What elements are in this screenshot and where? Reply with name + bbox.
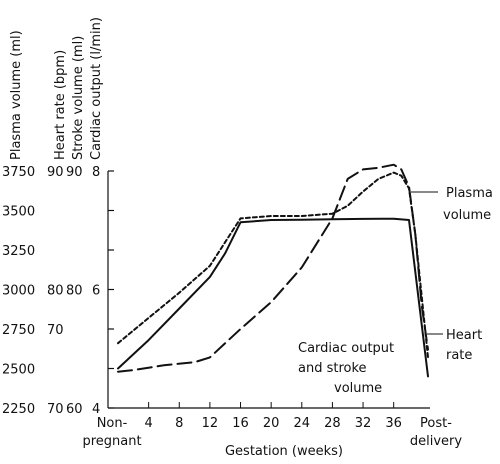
x-tick-label-line: 24 <box>294 416 311 431</box>
y-tick-label-cardiac-output: 6 <box>92 284 100 299</box>
y-tick-label-plasma-volume: 3750 <box>2 165 35 180</box>
annotation-plasma-volume-line1: Plasma <box>446 186 493 201</box>
x-tick-label-line: 8 <box>175 416 183 431</box>
y-tick-label-plasma-volume: 3500 <box>2 205 35 220</box>
series-line-heart-rate <box>117 171 429 359</box>
x-tick-label-line: Post- <box>420 416 452 431</box>
y-axis-title-heart-rate: Heart rate (bpm) <box>53 50 68 160</box>
x-tick-label: 4 <box>144 416 152 431</box>
x-tick-label: 36 <box>385 416 402 431</box>
x-tick-label-line: Non- <box>97 416 128 431</box>
x-tick-label-line: 16 <box>232 416 249 431</box>
x-tick-label: 8 <box>175 416 183 431</box>
y-tick-label-heart-rate: 80 <box>47 284 64 299</box>
y-tick-label-cardiac-output: 8 <box>92 165 100 180</box>
y-tick-label-stroke-volume: 60 <box>66 402 83 417</box>
y-tick-label-heart-rate: 70 <box>47 402 64 417</box>
annotation-plasma-volume: Plasma volume <box>411 186 493 223</box>
y-tick-label-cardiac-output: 4 <box>92 402 100 417</box>
x-axis-title: Gestation (weeks) <box>225 444 343 459</box>
annotation-heart-rate-line1: Heart <box>446 328 482 343</box>
annotation-heart-rate: Heart rate <box>427 328 482 363</box>
y-tick-label-stroke-volume: 80 <box>66 284 83 299</box>
annotation-cardiac-output-line3: volume <box>334 381 382 396</box>
y-tick-label-plasma-volume: 2250 <box>2 402 35 417</box>
y-axis-title-cardiac-output: Cardiac output (l/min) <box>89 17 104 160</box>
series-line-plasma-volume <box>117 217 429 378</box>
data-series <box>117 163 429 378</box>
y-axis-title-stroke-volume: Stroke volume (ml) <box>71 36 86 160</box>
y-axis-title-plasma-volume: Plasma volume (ml) <box>9 30 24 160</box>
annotation-cardiac-output-line1: Cardiac output <box>298 341 394 356</box>
y-tick-label-plasma-volume: 3000 <box>2 284 35 299</box>
y-axis-titles: Plasma volume (ml) Heart rate (bpm) Stro… <box>9 17 104 160</box>
x-tick-label-line: 12 <box>202 416 219 431</box>
y-tick-label-plasma-volume: 2750 <box>2 323 35 338</box>
x-tick-label-line: delivery <box>410 434 463 449</box>
x-tick-label: Non-pregnant <box>82 416 141 449</box>
x-tick-label-line: 28 <box>324 416 341 431</box>
annotation-heart-rate-line2: rate <box>446 348 472 363</box>
y-tick-label-heart-rate: 90 <box>47 165 64 180</box>
plot-frame <box>107 171 430 409</box>
series-line-cardiac-output-and-stroke-volume <box>117 163 429 373</box>
x-tick-label: Post-delivery <box>410 416 463 449</box>
x-tick-label: 12 <box>202 416 219 431</box>
y-tick-label-plasma-volume: 2500 <box>2 363 35 378</box>
y-tick-label-plasma-volume: 3250 <box>2 244 35 259</box>
annotation-cardiac-output: Cardiac output and stroke volume <box>298 341 394 396</box>
annotation-plasma-volume-line2: volume <box>443 208 491 223</box>
annotation-cardiac-output-line2: and stroke <box>298 361 367 376</box>
x-tick-label: 32 <box>355 416 372 431</box>
x-tick-label: 20 <box>263 416 280 431</box>
x-tick-label-line: 20 <box>263 416 280 431</box>
x-tick-label: 16 <box>232 416 249 431</box>
x-tick-label-line: 32 <box>355 416 372 431</box>
x-tick-label-line: 36 <box>385 416 402 431</box>
y-tick-label-heart-rate: 70 <box>47 323 64 338</box>
x-tick-label-line: 4 <box>144 416 152 431</box>
y-tick-label-stroke-volume: 90 <box>66 165 83 180</box>
x-tick-label: 24 <box>294 416 311 431</box>
x-tick-label: 28 <box>324 416 341 431</box>
x-tick-label-line: pregnant <box>82 434 141 449</box>
